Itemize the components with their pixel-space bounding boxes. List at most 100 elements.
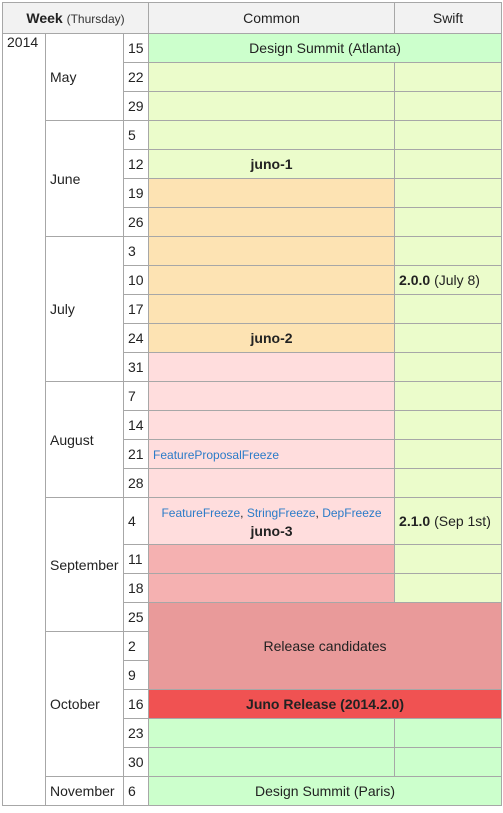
day-cell: 21 [122,439,150,469]
swift-release-2-0-0: 2.0.0 (July 8) [394,265,503,295]
week-row: 14 [3,410,503,440]
day-cell: 22 [122,62,150,92]
swift-cell [394,120,503,150]
swift-date: (July 8) [434,272,480,288]
day-cell: 12 [122,149,150,179]
month-november: November [45,776,124,806]
common-cell [148,91,396,121]
day-cell: 3 [122,236,150,266]
common-cell [148,178,396,208]
week-row: August 7 [3,381,503,498]
week-row: 2014 May 15 Design Summit (Atlanta) [2,33,503,806]
swift-cell [394,747,503,777]
week-row: 21 FeatureProposalFreeze [3,439,503,469]
day-cell: 9 [122,660,150,690]
design-summit-atlanta: Design Summit (Atlanta) [148,33,503,63]
month-august: August [45,381,124,498]
day-cell: 31 [122,352,150,382]
swift-cell [394,381,503,411]
swift-cell [394,149,503,179]
day-cell: 24 [122,323,150,353]
swift-header: Swift [394,2,503,34]
day-cell: 15 [122,33,150,63]
week-row: June 5 [3,120,503,237]
day-cell: 11 [122,544,150,574]
week-row: 16 Juno Release (2014.2.0) [3,689,503,719]
day-cell: 6 [122,776,150,806]
week-row: 30 [3,747,503,777]
week-row: 9 [3,660,502,690]
swift-cell [394,178,503,208]
common-cell [148,265,396,295]
swift-cell [394,718,503,748]
common-cell [148,294,396,324]
week-row: 17 [3,294,503,324]
day-cell: 10 [122,265,150,295]
swift-cell [394,468,503,498]
release-candidates: Release candidates [148,602,503,690]
swift-cell [394,62,503,92]
swift-release-2-1-0: 2.1.0 (Sep 1st) [394,497,503,545]
week-row: 18 [3,573,503,603]
week-row: 10 2.0.0 (July 8) [3,265,503,295]
common-cell [148,236,396,266]
week-row: 25 Release candidates [3,602,503,690]
common-cell [148,718,396,748]
common-cell [148,468,396,498]
separator: , [240,505,247,520]
week-row: 11 [3,544,503,574]
week-row: October 2 [3,631,502,777]
day-cell: 26 [122,207,150,237]
swift-cell [394,294,503,324]
design-summit-paris: Design Summit (Paris) [148,776,503,806]
week-row: 31 [3,352,503,382]
common-cell: FeatureFreeze, StringFreeze, DepFreeze j… [148,497,396,545]
day-cell: 14 [122,410,150,440]
month-october: October [45,631,124,777]
common-cell [148,120,396,150]
swift-cell [394,410,503,440]
milestone-juno-1: juno-1 [148,149,396,179]
swift-date: (Sep 1st) [434,513,491,529]
day-cell: 28 [122,468,150,498]
week-row: November 6 Design Summit (Paris) [3,776,503,806]
feature-proposal-freeze-link[interactable]: FeatureProposalFreeze [153,448,280,462]
month-july: July [45,236,124,382]
week-row: 28 [3,468,503,498]
common-cell [148,544,396,574]
year-cell: 2014 [2,33,46,806]
common-header: Common [148,2,396,34]
dep-freeze-link[interactable]: DepFreeze [322,505,382,520]
freeze-links: FeatureFreeze, StringFreeze, DepFreeze [153,503,390,522]
string-freeze-link[interactable]: StringFreeze [246,505,316,520]
swift-cell [394,323,503,353]
swift-version: 2.0.0 [399,272,431,288]
day-cell: 5 [122,120,150,150]
day-cell: 18 [122,573,150,603]
week-row: 26 [3,207,503,237]
milestone-juno-3: juno-3 [250,522,293,539]
week-row: 23 [3,718,503,748]
header-row: Week (Thursday) Common Swift [1,2,503,34]
feature-freeze-link[interactable]: FeatureFreeze [161,505,241,520]
day-cell: 23 [122,718,150,748]
week-row: 19 [3,178,503,208]
day-cell: 30 [122,747,150,777]
swift-cell [394,352,503,382]
day-cell: 7 [122,381,150,411]
month-september: September [45,497,124,632]
common-cell: FeatureProposalFreeze [148,439,396,469]
common-cell [148,352,396,382]
swift-version: 2.1.0 [399,513,431,529]
day-cell: 17 [122,294,150,324]
day-cell: 2 [122,631,150,661]
separator: , [315,505,323,520]
day-cell: 25 [122,602,150,632]
common-cell [148,207,396,237]
swift-cell [394,439,503,469]
swift-cell [394,236,503,266]
milestone-juno-2: juno-2 [148,323,396,353]
day-cell: 19 [122,178,150,208]
week-header-sub: (Thursday) [66,12,125,26]
